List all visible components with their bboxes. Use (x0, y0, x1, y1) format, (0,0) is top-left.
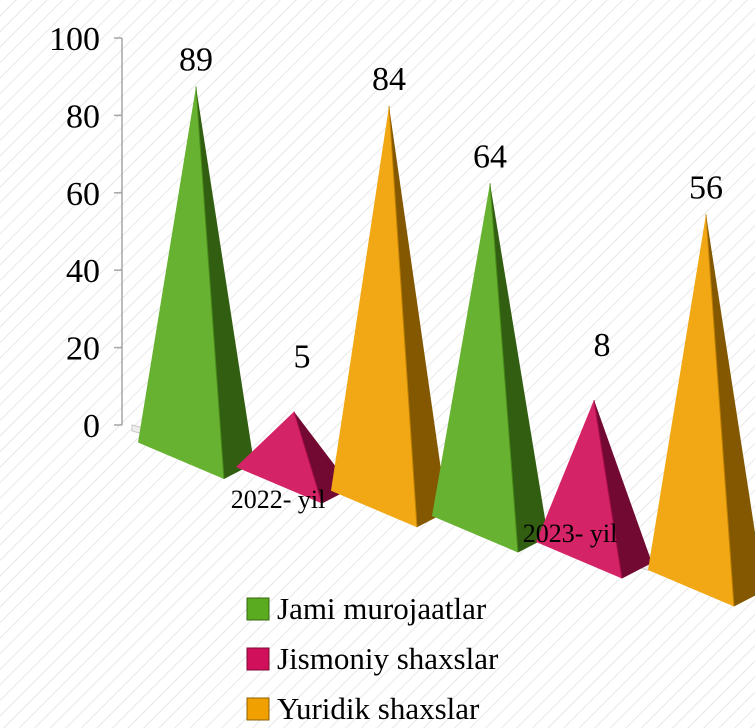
legend: Jami murojaatlar Jismoniy shaxslar Yuridik… (246, 591, 499, 726)
pyramid-right-face (196, 86, 254, 479)
pyramid-marks (138, 86, 755, 607)
pyramid-right-face (389, 105, 447, 528)
data-label: 5 (294, 339, 311, 376)
legend-label: Yuridik shaxslar (277, 691, 480, 726)
pyramid-edge (195, 86, 225, 480)
legend-item: Jismoniy shaxslar (246, 641, 499, 676)
pyramid-bar (536, 399, 652, 579)
y-axis: 0 20 40 60 80 100 (49, 21, 123, 445)
legend-item: Yuridik shaxslar (246, 691, 480, 726)
data-label: 56 (689, 169, 723, 206)
pyramid-edge (388, 105, 418, 528)
pyramid-right-face (706, 214, 755, 607)
data-label: 89 (179, 42, 213, 79)
data-label: 84 (372, 61, 406, 98)
y-tick-label: 100 (49, 21, 100, 58)
pyramid-bar (432, 183, 548, 553)
pyramid-right-face (490, 183, 548, 553)
pyramid-edge (593, 399, 623, 579)
pyramid-bar (648, 214, 755, 607)
category-label: 2022- yil (231, 485, 326, 514)
category-label: 2023- yil (523, 519, 618, 548)
y-tick-label: 0 (83, 408, 100, 445)
y-tick-label: 60 (66, 176, 100, 213)
y-tick-label: 80 (66, 98, 100, 135)
legend-swatch (246, 597, 270, 621)
legend-item: Jami murojaatlar (246, 591, 487, 626)
pyramid-right-face (594, 400, 652, 579)
data-label: 64 (473, 138, 507, 175)
y-tick-label: 40 (66, 253, 100, 290)
pyramid-bar (331, 105, 447, 528)
pyramid-edge (705, 214, 735, 607)
pyramid-edge (489, 183, 519, 553)
pyramid-bar (138, 86, 254, 480)
y-tick-label: 20 (66, 331, 100, 368)
legend-label: Jismoniy shaxslar (277, 641, 499, 676)
category-axis: 2022- yil 2023- yil (231, 485, 618, 548)
data-labels: 89 5 84 64 8 56 (179, 42, 723, 376)
legend-swatch (246, 647, 270, 671)
data-label: 8 (594, 327, 611, 364)
legend-label: Jami murojaatlar (277, 591, 487, 626)
pyramid-edge (293, 411, 323, 504)
legend-swatch (246, 697, 270, 721)
